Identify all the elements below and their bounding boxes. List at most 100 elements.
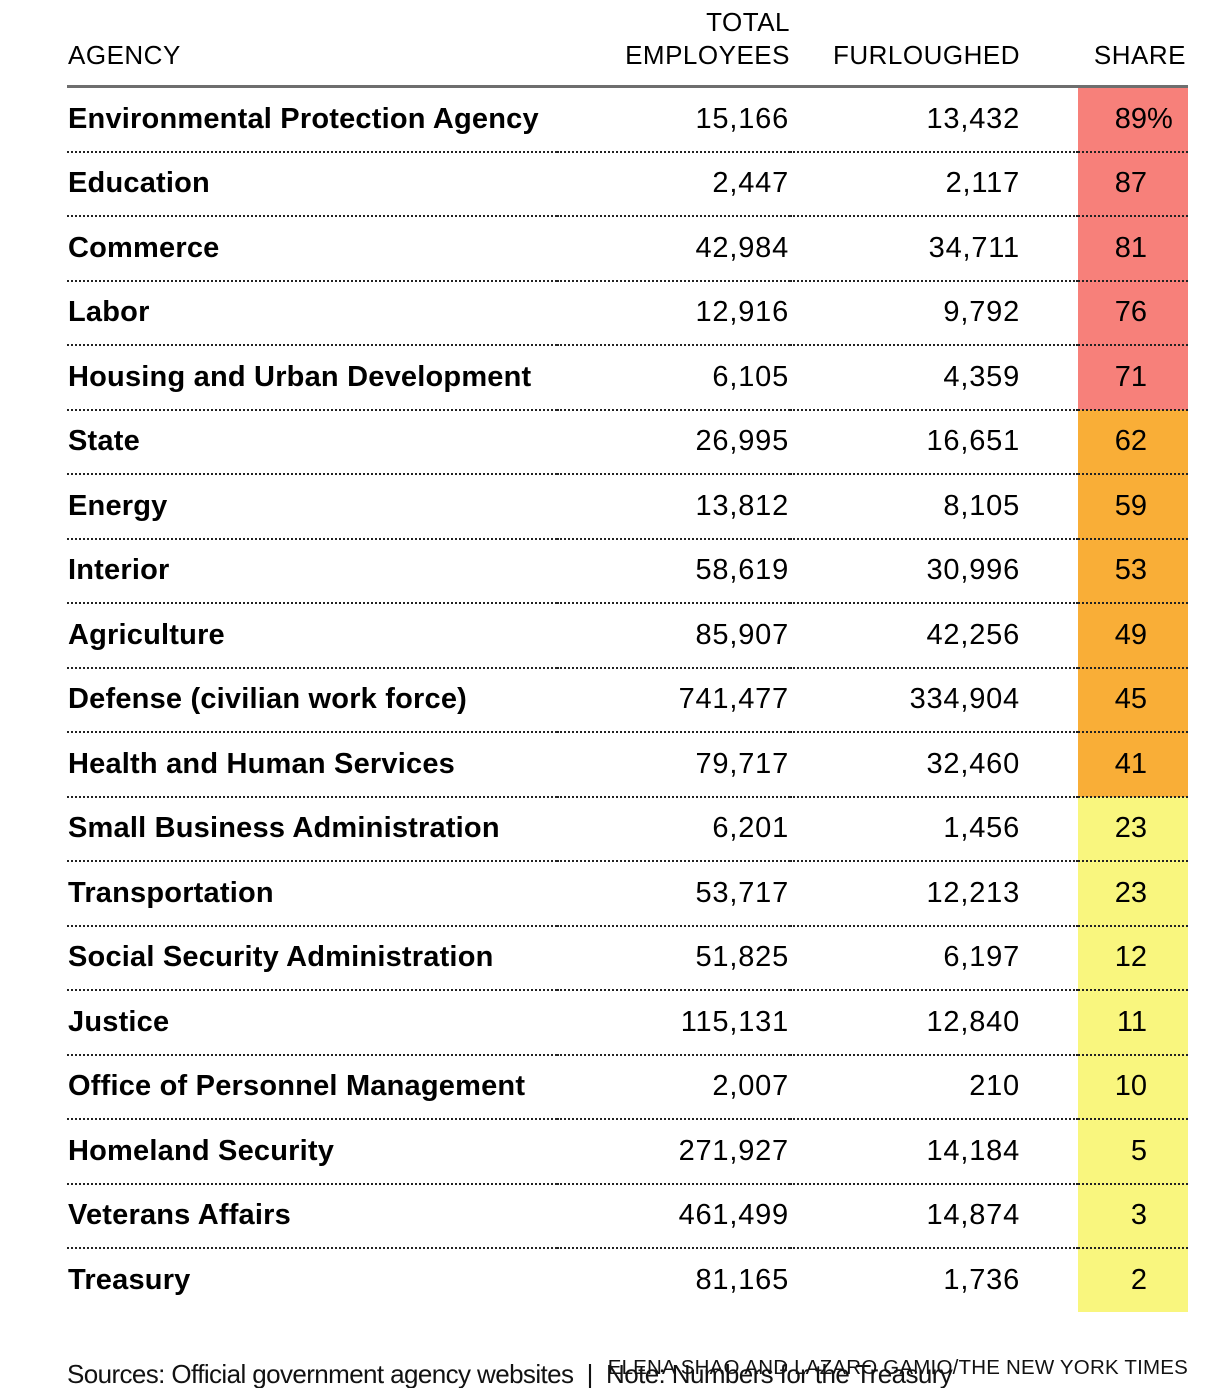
share-cell: 3 bbox=[1078, 1183, 1188, 1249]
col-header-agency: AGENCY bbox=[67, 6, 557, 88]
agency-cell: Office of Personnel Management bbox=[67, 1054, 557, 1120]
col-header-share: SHARE bbox=[1078, 6, 1188, 88]
agency-cell: State bbox=[67, 409, 557, 475]
total-employees-cell: 6,105 bbox=[557, 345, 790, 411]
furloughed-cell: 12,840 bbox=[790, 990, 1078, 1056]
share-value: 2 bbox=[1130, 1263, 1147, 1296]
agency-cell: Social Security Administration bbox=[67, 925, 557, 991]
total-employees-cell: 12,916 bbox=[557, 280, 790, 346]
table-row: Small Business Administration 6,201 1,45… bbox=[67, 796, 1188, 862]
share-cell: 81 bbox=[1078, 216, 1188, 282]
share-cell: 23 bbox=[1078, 861, 1188, 927]
share-cell: 23 bbox=[1078, 796, 1188, 862]
table-row: Office of Personnel Management 2,007 210… bbox=[67, 1054, 1188, 1120]
furloughed-cell: 1,456 bbox=[790, 796, 1078, 862]
table-row: Energy 13,812 8,105 59 bbox=[67, 474, 1188, 540]
share-cell: 59 bbox=[1078, 474, 1188, 540]
share-cell: 71 bbox=[1078, 345, 1188, 411]
table-row: Health and Human Services 79,717 32,460 … bbox=[67, 732, 1188, 798]
share-value: 3 bbox=[1130, 1199, 1147, 1232]
furloughed-cell: 6,197 bbox=[790, 925, 1078, 991]
table-row: Agriculture 85,907 42,256 49 bbox=[67, 603, 1188, 669]
furlough-table: AGENCY TOTAL EMPLOYEES FURLOUGHED SHARE … bbox=[67, 6, 1188, 1312]
share-value: 5 bbox=[1130, 1134, 1147, 1167]
share-cell: 89% bbox=[1078, 86, 1188, 153]
total-employees-cell: 85,907 bbox=[557, 603, 790, 669]
furloughed-cell: 13,432 bbox=[790, 86, 1078, 153]
share-cell: 53 bbox=[1078, 538, 1188, 604]
agency-cell: Labor bbox=[67, 280, 557, 346]
table-row: Labor 12,916 9,792 76 bbox=[67, 280, 1188, 346]
share-value: 12 bbox=[1114, 941, 1147, 974]
total-employees-cell: 42,984 bbox=[557, 216, 790, 282]
agency-cell: Energy bbox=[67, 474, 557, 540]
table-row: Housing and Urban Development 6,105 4,35… bbox=[67, 345, 1188, 411]
table-row: Treasury 81,165 1,736 2 bbox=[67, 1248, 1188, 1312]
share-value: 23 bbox=[1114, 812, 1147, 845]
byline-credit: ELENA SHAO AND LAZARO GAMIO/THE NEW YORK… bbox=[607, 1356, 1188, 1379]
agency-cell: Small Business Administration bbox=[67, 796, 557, 862]
share-value: 10 bbox=[1114, 1070, 1147, 1103]
table-header: AGENCY TOTAL EMPLOYEES FURLOUGHED SHARE bbox=[67, 6, 1188, 88]
furloughed-cell: 14,874 bbox=[790, 1183, 1078, 1249]
share-value: 71 bbox=[1114, 360, 1147, 393]
agency-cell: Treasury bbox=[68, 1263, 191, 1296]
total-employees-cell: 271,927 bbox=[557, 1119, 790, 1185]
col-header-total-employees: TOTAL EMPLOYEES bbox=[557, 6, 790, 88]
agency-cell: Agriculture bbox=[67, 603, 557, 669]
table-row: Justice 115,131 12,840 11 bbox=[67, 990, 1188, 1056]
furloughed-cell: 210 bbox=[790, 1054, 1078, 1120]
share-value: 53 bbox=[1114, 554, 1147, 587]
col-header-total-line1: TOTAL bbox=[706, 7, 790, 37]
table-row: Interior 58,619 30,996 53 bbox=[67, 538, 1188, 604]
share-cell: 10 bbox=[1078, 1054, 1188, 1120]
col-header-total-line2: EMPLOYEES bbox=[625, 40, 790, 70]
furloughed-cell: 34,711 bbox=[790, 216, 1078, 282]
agency-cell: Housing and Urban Development bbox=[67, 345, 557, 411]
agency-cell: Transportation bbox=[67, 861, 557, 927]
share-cell: 2 bbox=[1078, 1248, 1188, 1312]
furloughed-cell: 8,105 bbox=[790, 474, 1078, 540]
share-value: 62 bbox=[1114, 425, 1147, 458]
furloughed-cell: 2,117 bbox=[790, 151, 1078, 217]
share-cell: 49 bbox=[1078, 603, 1188, 669]
agency-cell: Homeland Security bbox=[67, 1119, 557, 1185]
agency-cell: Education bbox=[67, 151, 557, 217]
share-value: 76 bbox=[1114, 296, 1147, 329]
furloughed-cell: 1,736 bbox=[943, 1263, 1020, 1296]
table-row: Environmental Protection Agency 15,166 1… bbox=[67, 86, 1188, 153]
table-row: Veterans Affairs 461,499 14,874 3 bbox=[67, 1183, 1188, 1249]
agency-cell: Commerce bbox=[67, 216, 557, 282]
table-row: Education 2,447 2,117 87 bbox=[67, 151, 1188, 217]
furloughed-cell: 42,256 bbox=[790, 603, 1078, 669]
share-cell: 87 bbox=[1078, 151, 1188, 217]
share-percent-sign: % bbox=[1147, 102, 1173, 135]
agency-cell: Defense (civilian work force) bbox=[67, 667, 557, 733]
col-header-share-label: SHARE bbox=[1093, 40, 1186, 70]
total-employees-cell: 79,717 bbox=[557, 732, 790, 798]
furloughed-cell: 14,184 bbox=[790, 1119, 1078, 1185]
total-employees-cell: 13,812 bbox=[557, 474, 790, 540]
share-cell: 62 bbox=[1078, 409, 1188, 475]
share-value: 89 bbox=[1114, 102, 1147, 135]
furloughed-cell: 32,460 bbox=[790, 732, 1078, 798]
total-employees-cell: 53,717 bbox=[557, 861, 790, 927]
share-value: 49 bbox=[1114, 618, 1147, 651]
share-cell: 12 bbox=[1078, 925, 1188, 991]
share-cell: 5 bbox=[1078, 1119, 1188, 1185]
total-employees-cell: 15,166 bbox=[557, 86, 790, 153]
table-body: Environmental Protection Agency 15,166 1… bbox=[67, 86, 1188, 1312]
share-cell: 45 bbox=[1078, 667, 1188, 733]
agency-cell: Environmental Protection Agency bbox=[67, 86, 557, 153]
total-employees-cell: 741,477 bbox=[557, 667, 790, 733]
total-employees-cell: 51,825 bbox=[557, 925, 790, 991]
share-value: 41 bbox=[1114, 747, 1147, 780]
table-row: Transportation 53,717 12,213 23 bbox=[67, 861, 1188, 927]
total-employees-cell: 2,007 bbox=[557, 1054, 790, 1120]
share-value: 81 bbox=[1114, 231, 1147, 264]
share-value: 45 bbox=[1114, 683, 1147, 716]
share-value: 59 bbox=[1114, 489, 1147, 522]
source-note-line1: Sources: Official government agency webs… bbox=[67, 1359, 953, 1388]
table-row: State 26,995 16,651 62 bbox=[67, 409, 1188, 475]
